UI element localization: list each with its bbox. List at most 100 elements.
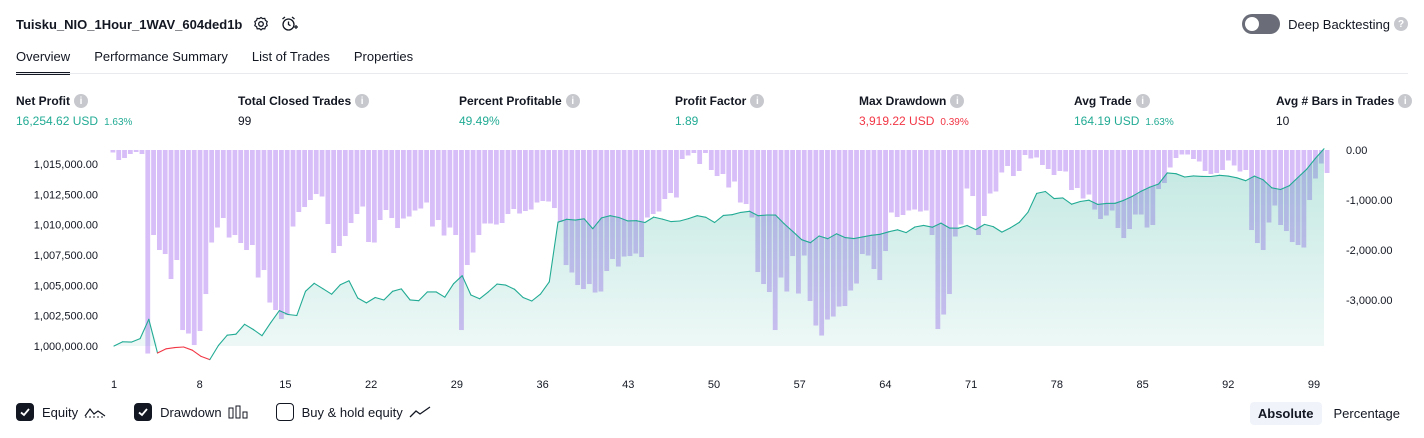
- right-axis-tick: 0.00: [1346, 145, 1367, 157]
- drawdown-bar: [581, 150, 586, 290]
- drawdown-bar: [354, 150, 360, 215]
- equity-line-segment: [313, 282, 324, 290]
- drawdown-bar: [522, 150, 528, 212]
- drawdown-bar: [656, 150, 662, 212]
- x-axis-tick: 50: [708, 379, 720, 391]
- drawdown-bar: [342, 150, 348, 237]
- info-icon[interactable]: i: [750, 94, 765, 108]
- equity-line-segment: [130, 338, 141, 343]
- info-icon[interactable]: i: [74, 94, 88, 108]
- drawdown-bar: [569, 150, 575, 273]
- deep-backtesting-toggle[interactable]: [1242, 14, 1281, 34]
- drawdown-bar: [714, 150, 720, 177]
- settings-gear-icon[interactable]: [252, 15, 270, 33]
- drawdown-checkbox[interactable]: [134, 403, 153, 421]
- drawdown-bar: [534, 150, 540, 203]
- equity-line-segment: [801, 239, 811, 244]
- info-icon[interactable]: i: [355, 94, 370, 108]
- drawdown-bar: [970, 150, 976, 197]
- drawdown-bar: [976, 150, 981, 236]
- x-axis-tick: 36: [536, 379, 548, 391]
- equity-line-segment: [661, 218, 672, 223]
- drawdown-bar: [1156, 150, 1162, 190]
- equity-line-segment: [244, 323, 254, 331]
- info-icon[interactable]: i: [1398, 94, 1413, 108]
- equity-line-segment: [618, 216, 629, 222]
- drawdown-bar: [1045, 150, 1051, 169]
- drawdown-bar: [615, 150, 621, 267]
- drawdown-bar: [1092, 150, 1098, 210]
- drawdown-bar: [1138, 150, 1144, 215]
- drawdown-bar: [470, 150, 476, 253]
- left-axis-tick: 1,010,000.00: [34, 220, 98, 232]
- drawdown-bar: [1307, 150, 1313, 201]
- drawdown-bar: [627, 150, 633, 257]
- legend-equity[interactable]: Equity: [16, 403, 106, 421]
- info-icon[interactable]: i: [565, 94, 580, 108]
- equity-line-segment: [1149, 183, 1160, 188]
- tab-performance-summary[interactable]: Performance Summary: [94, 49, 228, 64]
- drawdown-bar: [331, 150, 337, 254]
- drawdown-bar: [1237, 150, 1243, 172]
- equity-line-segment: [670, 220, 681, 223]
- equity-line-segment: [1245, 175, 1255, 182]
- drawdown-bar: [395, 150, 400, 229]
- equity-line-segment: [862, 234, 872, 238]
- drawdown-bar: [290, 150, 296, 227]
- add-alert-clock-icon[interactable]: [280, 15, 299, 33]
- drawdown-bar: [633, 150, 639, 254]
- equity-line-segment: [505, 284, 515, 290]
- tab-properties[interactable]: Properties: [353, 49, 414, 64]
- left-axis-tick: 1,005,000.00: [34, 280, 98, 292]
- percentage-button[interactable]: Percentage: [1333, 406, 1401, 421]
- x-axis-tick: 29: [451, 379, 463, 391]
- legend-buy-hold[interactable]: Buy & hold equity: [275, 403, 431, 421]
- drawdown-bar: [639, 150, 644, 258]
- equity-line-segment: [400, 288, 411, 301]
- buy-hold-checkbox[interactable]: [275, 403, 294, 421]
- absolute-button[interactable]: Absolute: [1249, 402, 1322, 425]
- help-icon[interactable]: ?: [1394, 17, 1408, 31]
- drawdown-bar: [360, 150, 366, 207]
- equity-line-segment: [583, 218, 594, 230]
- info-icon[interactable]: i: [950, 94, 965, 108]
- equity-line-segment: [470, 294, 481, 300]
- tab-bar: Overview Performance Summary List of Tra…: [16, 49, 437, 75]
- equity-line-segment: [679, 218, 690, 222]
- equity-line-segment: [496, 283, 507, 286]
- drawdown-bar: [1121, 150, 1127, 239]
- drawdown-bar: [1010, 150, 1016, 177]
- drawdown-bar: [1005, 150, 1010, 166]
- drawdown-bar: [766, 150, 772, 293]
- equity-line-segment: [278, 310, 289, 316]
- legend-drawdown[interactable]: Drawdown: [134, 403, 248, 421]
- drawdown-bar: [156, 150, 162, 251]
- equity-line-segment: [479, 291, 489, 300]
- drawdown-bar: [644, 150, 650, 218]
- drawdown-bar: [784, 150, 790, 292]
- info-icon[interactable]: i: [1135, 94, 1150, 108]
- equity-line-segment: [1079, 199, 1090, 203]
- drawdown-bar: [1109, 150, 1115, 211]
- equity-line-segment: [705, 216, 716, 224]
- equity-line-segment: [557, 218, 568, 223]
- x-axis-tick: 8: [197, 379, 203, 391]
- drawdown-bar: [1220, 150, 1225, 170]
- equity-line-segment: [870, 233, 881, 236]
- drawdown-bar: [517, 150, 522, 214]
- equity-line-segment: [748, 210, 759, 217]
- drawdown-bar: [319, 150, 325, 197]
- drawdown-bar: [668, 150, 674, 194]
- avg-trade-label: Avg Trade: [1074, 94, 1132, 108]
- equity-checkbox[interactable]: [16, 403, 34, 421]
- equity-line-segment: [1062, 197, 1073, 205]
- equity-line-segment: [374, 296, 385, 301]
- max-drawdown-value: 3,919.22 USD: [859, 114, 935, 128]
- tab-overview[interactable]: Overview: [16, 49, 71, 75]
- tab-list-of-trades[interactable]: List of Trades: [251, 49, 330, 64]
- equity-line-segment: [600, 215, 611, 219]
- equity-line-segment: [174, 346, 185, 349]
- equity-line-segment: [226, 333, 237, 336]
- equity-line-segment: [156, 348, 167, 354]
- drawdown-bar: [459, 150, 464, 331]
